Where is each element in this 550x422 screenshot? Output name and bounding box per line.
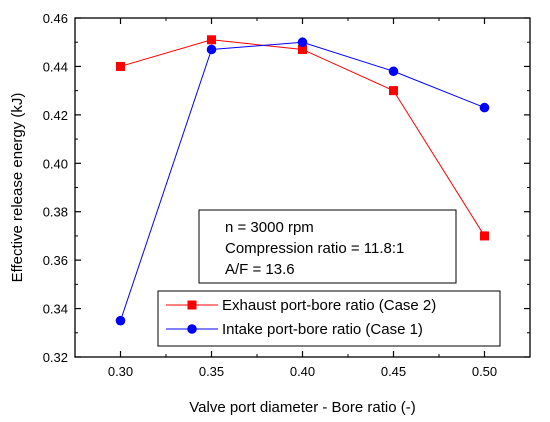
x-axis-label: Valve port diameter - Bore ratio (-) <box>189 399 415 416</box>
series-layer <box>115 35 490 326</box>
legend: Exhaust port-bore ratio (Case 2) Intake p… <box>157 290 501 347</box>
y-tick-label: 0.36 <box>43 253 68 268</box>
data-point-series-1 <box>298 44 307 54</box>
x-tick-label: 0.45 <box>381 364 406 379</box>
series-line-1 <box>120 39 485 237</box>
legend-label-1: Exhaust port-bore ratio (Case 2) <box>222 297 436 314</box>
data-point-series-1 <box>116 61 125 71</box>
annotation-line-speed: n = 3000 rpm <box>225 219 314 236</box>
legend-label-2: Intake port-bore ratio (Case 1) <box>222 321 423 338</box>
data-point-series-2 <box>115 315 126 326</box>
data-point-series-1 <box>207 35 216 45</box>
data-point-series-2 <box>479 102 490 113</box>
legend-marker-2 <box>187 324 197 334</box>
data-point-series-2 <box>388 66 399 77</box>
annotation-line-compression: Compression ratio = 11.8:1 <box>225 240 404 257</box>
annotation-box: n = 3000 rpm Compression ratio = 11.8:1 … <box>198 209 457 284</box>
data-point-series-1 <box>389 86 398 96</box>
y-tick-label: 0.38 <box>43 205 68 220</box>
x-tick-label: 0.35 <box>199 364 224 379</box>
legend-marker-1 <box>187 300 197 310</box>
x-axis-ticks: 0.30 0.35 0.40 0.45 0.50 <box>108 18 497 379</box>
y-tick-label: 0.46 <box>43 11 68 26</box>
data-point-series-1 <box>480 231 489 241</box>
annotation-line-af: A/F = 13.6 <box>225 261 295 278</box>
data-point-series-2 <box>206 44 217 55</box>
y-tick-label: 0.32 <box>43 350 68 365</box>
x-tick-label: 0.50 <box>472 364 497 379</box>
data-point-series-2 <box>297 37 308 48</box>
x-tick-label: 0.30 <box>108 364 133 379</box>
x-tick-label: 0.40 <box>290 364 315 379</box>
y-axis-ticks: 0.32 0.34 0.36 0.38 0.40 0.42 0.44 0.46 <box>43 11 530 365</box>
y-tick-label: 0.44 <box>43 59 68 74</box>
y-tick-label: 0.42 <box>43 108 68 123</box>
y-tick-label: 0.40 <box>43 156 68 171</box>
y-tick-label: 0.34 <box>43 302 68 317</box>
y-axis-label: Effective release energy (kJ) <box>9 93 26 283</box>
